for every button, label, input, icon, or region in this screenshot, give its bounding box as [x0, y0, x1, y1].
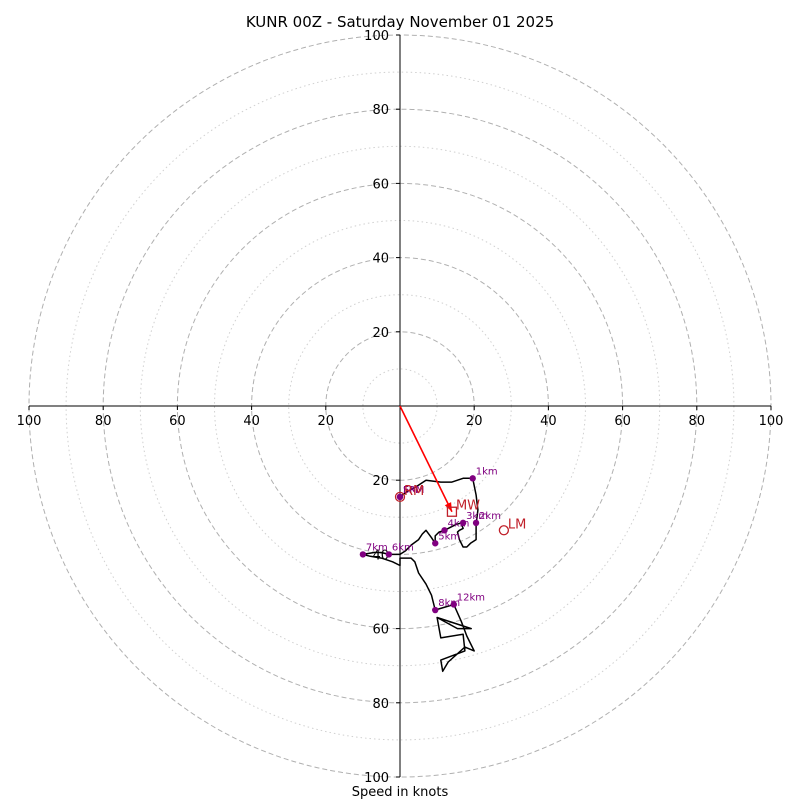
height-label-5km: 5km	[438, 531, 460, 542]
y-tick-label: 60	[372, 623, 389, 638]
storm-marker-LM	[498, 525, 510, 536]
height-label-8km: 8km	[438, 598, 460, 609]
x-tick-label: 80	[689, 414, 706, 429]
storm-label-MW: MW	[456, 499, 480, 514]
y-tick-label: 60	[372, 177, 389, 192]
x-tick-label: 40	[243, 414, 260, 429]
height-label-2km: 2km	[479, 511, 501, 522]
y-tick-label: 20	[372, 326, 389, 341]
x-tick-label: 20	[466, 414, 483, 429]
height-marker-1km	[469, 475, 476, 482]
height-label-3km: 3km	[466, 511, 488, 522]
storm-marker-MW	[446, 506, 458, 517]
chart-title: KUNR 00Z - Saturday November 01 2025	[246, 13, 554, 31]
x-tick-label: 100	[17, 414, 42, 429]
height-marker-6km	[385, 551, 393, 558]
storm-marker-RM	[394, 491, 406, 503]
x-tick-label: 60	[614, 414, 631, 429]
shear-vector-line	[399, 405, 453, 513]
x-axis-label: Speed in knots	[352, 785, 449, 800]
storm-label-LM: LM	[508, 517, 526, 532]
height-marker-SM	[396, 493, 404, 501]
y-tick-label: 20	[372, 474, 389, 489]
tick-labels: 100 80 60 40 20 20 40 60 80 100100806040202040608…	[17, 29, 784, 786]
height-label-7km: 7km	[366, 542, 388, 553]
x-tick-label: 100	[759, 414, 784, 429]
y-tick-label: 40	[372, 252, 389, 267]
y-tick-label: 100	[364, 771, 389, 786]
x-tick-label: 80	[95, 414, 112, 429]
x-tick-label: 40	[540, 414, 557, 429]
y-tick-label: 80	[372, 103, 389, 118]
hodograph-trace	[362, 477, 479, 673]
height-label-6km: 6km	[392, 542, 414, 553]
height-label-1km: 1km	[476, 466, 498, 477]
x-tick-label: 20	[318, 414, 335, 429]
height-marker-7km	[359, 551, 367, 558]
height-marker-2km	[472, 519, 480, 527]
height-label-FRM: FRM	[403, 485, 424, 496]
y-tick-label: 100	[364, 29, 389, 44]
height-label-12km: 12km	[457, 592, 485, 603]
height-marker-3km	[459, 519, 467, 527]
x-tick-label: 60	[169, 414, 186, 429]
wind-profile-line	[362, 477, 479, 673]
height-label-SM: SM	[403, 485, 418, 496]
storm-label-RM: RM	[404, 484, 424, 499]
height-marker-5km	[432, 540, 439, 547]
y-tick-label: 80	[372, 697, 389, 712]
height-label-4km: 4km	[448, 518, 470, 529]
height-marker-4km	[441, 527, 448, 534]
height-marker-8km	[432, 606, 439, 614]
storm-motion-points: RM MW LM	[394, 484, 526, 536]
height-marker-12km	[450, 601, 457, 608]
